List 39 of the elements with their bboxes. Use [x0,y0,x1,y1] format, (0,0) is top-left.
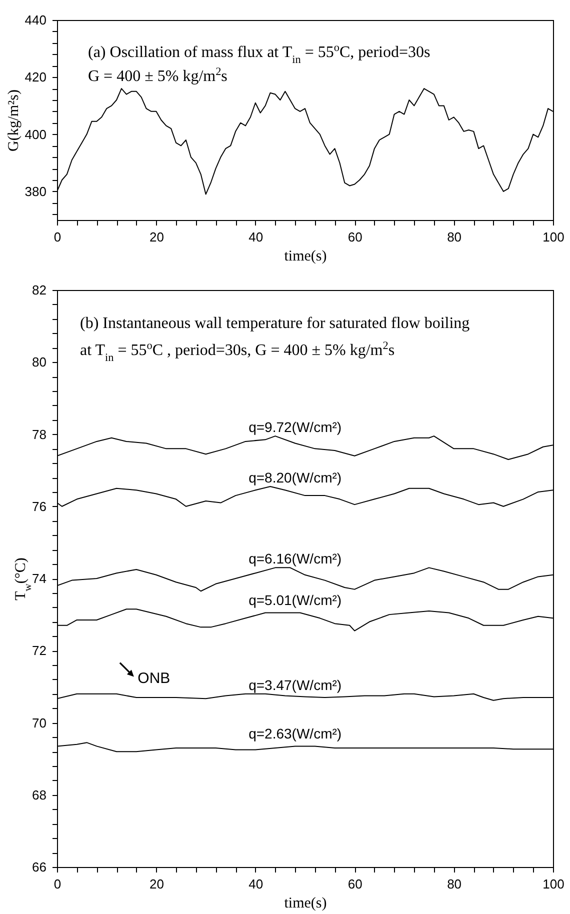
y-tick-label: 420 [24,70,46,85]
y-tick-label: 440 [24,12,46,28]
y-axis-title: G(kg/m²s) [6,90,22,152]
series-label: q=8.20(W/cm²) [248,470,342,486]
x-tick-label: 80 [447,230,462,244]
y-tick-label: 76 [32,498,46,514]
y-tick-label: 82 [32,282,46,298]
x-tick-label: 0 [54,876,62,892]
x-tick-label: 0 [54,230,62,244]
y-tick-label: 78 [32,426,46,442]
x-axis-title: time(s) [284,896,327,912]
y-tick-label: 68 [32,787,46,802]
series-label: q=9.72(W/cm²) [248,419,342,436]
annotation: (a) Oscillation of mass flux at T$_{in}$ = 55$^{o}$C, period=30s [88,42,430,66]
y-tick-label: 400 [24,126,46,142]
y-tick-label: 72 [32,643,46,658]
annotation: G = 400 ± 5% kg/m$^{2}$s [88,66,228,85]
series-label: q=6.16(W/cm²) [248,550,342,567]
series-label: q=3.47(W/cm²) [248,676,342,693]
annotation: at T$_{in}$ = 55$^{o}$C , period=30s, G = 400 ± 5% kg/m$^{2}$s [80,340,395,364]
x-axis-title: time(s) [284,248,327,264]
x-tick-label: 60 [348,876,362,892]
series-label: q=5.01(W/cm²) [248,592,342,608]
series-label: q=2.63(W/cm²) [248,726,342,742]
y-tick-label: 70 [32,715,46,730]
x-tick-label: 20 [149,876,164,892]
x-tick-label: 40 [248,230,264,244]
annotation: ONB [138,670,170,687]
y-tick-label: 80 [32,354,46,370]
x-tick-label: 80 [447,876,462,892]
x-tick-label: 100 [542,876,564,892]
x-tick-label: 100 [542,230,564,244]
y-tick-label: 66 [32,860,46,874]
annotation: (b) Instantaneous wall temperature for saturated flow boiling [80,315,470,332]
x-tick-label: 40 [248,876,264,892]
x-tick-label: 60 [348,230,362,244]
x-tick-label: 20 [149,230,164,244]
y-tick-label: 380 [24,184,46,199]
y-tick-label: 74 [32,571,46,586]
